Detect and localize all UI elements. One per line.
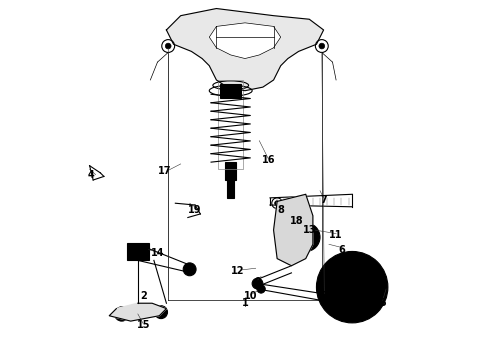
Circle shape	[321, 292, 334, 304]
Text: 3: 3	[320, 291, 327, 301]
Text: 15: 15	[136, 320, 150, 330]
Circle shape	[354, 296, 358, 300]
Text: 19: 19	[188, 205, 202, 215]
Circle shape	[354, 274, 358, 278]
Text: 9: 9	[254, 277, 261, 287]
Text: 11: 11	[329, 230, 343, 240]
Polygon shape	[273, 194, 313, 266]
Bar	[227, 176, 234, 198]
Circle shape	[336, 271, 368, 303]
Polygon shape	[109, 303, 167, 321]
Circle shape	[292, 223, 320, 251]
Circle shape	[294, 222, 303, 231]
Circle shape	[289, 213, 294, 219]
Circle shape	[165, 43, 171, 49]
Circle shape	[155, 306, 168, 319]
Circle shape	[320, 255, 384, 319]
Polygon shape	[209, 23, 281, 59]
Text: 16: 16	[262, 156, 275, 165]
Bar	[218, 80, 243, 169]
Text: 4: 4	[88, 170, 95, 180]
Text: 7: 7	[320, 195, 327, 204]
Text: 18: 18	[290, 216, 304, 226]
Text: 8: 8	[277, 205, 284, 215]
Polygon shape	[167, 9, 323, 91]
Circle shape	[345, 280, 359, 294]
Circle shape	[341, 278, 345, 283]
Circle shape	[183, 263, 196, 276]
Text: 1: 1	[242, 298, 248, 308]
Bar	[225, 162, 236, 180]
Circle shape	[284, 208, 298, 223]
Circle shape	[298, 230, 313, 244]
Circle shape	[319, 43, 325, 49]
Circle shape	[275, 201, 280, 206]
Text: 2: 2	[140, 291, 147, 301]
Text: 14: 14	[151, 248, 164, 258]
Circle shape	[341, 292, 345, 296]
Circle shape	[362, 285, 366, 289]
Circle shape	[257, 285, 266, 293]
Circle shape	[298, 204, 306, 213]
Circle shape	[115, 307, 129, 321]
Text: 17: 17	[158, 166, 172, 176]
Bar	[127, 243, 148, 260]
Circle shape	[252, 278, 263, 289]
Circle shape	[317, 251, 388, 323]
Text: 12: 12	[231, 266, 245, 276]
Text: 6: 6	[338, 245, 345, 255]
Text: 10: 10	[244, 291, 257, 301]
Bar	[220, 84, 242, 98]
Text: 5: 5	[379, 298, 386, 308]
Text: 13: 13	[302, 225, 316, 235]
